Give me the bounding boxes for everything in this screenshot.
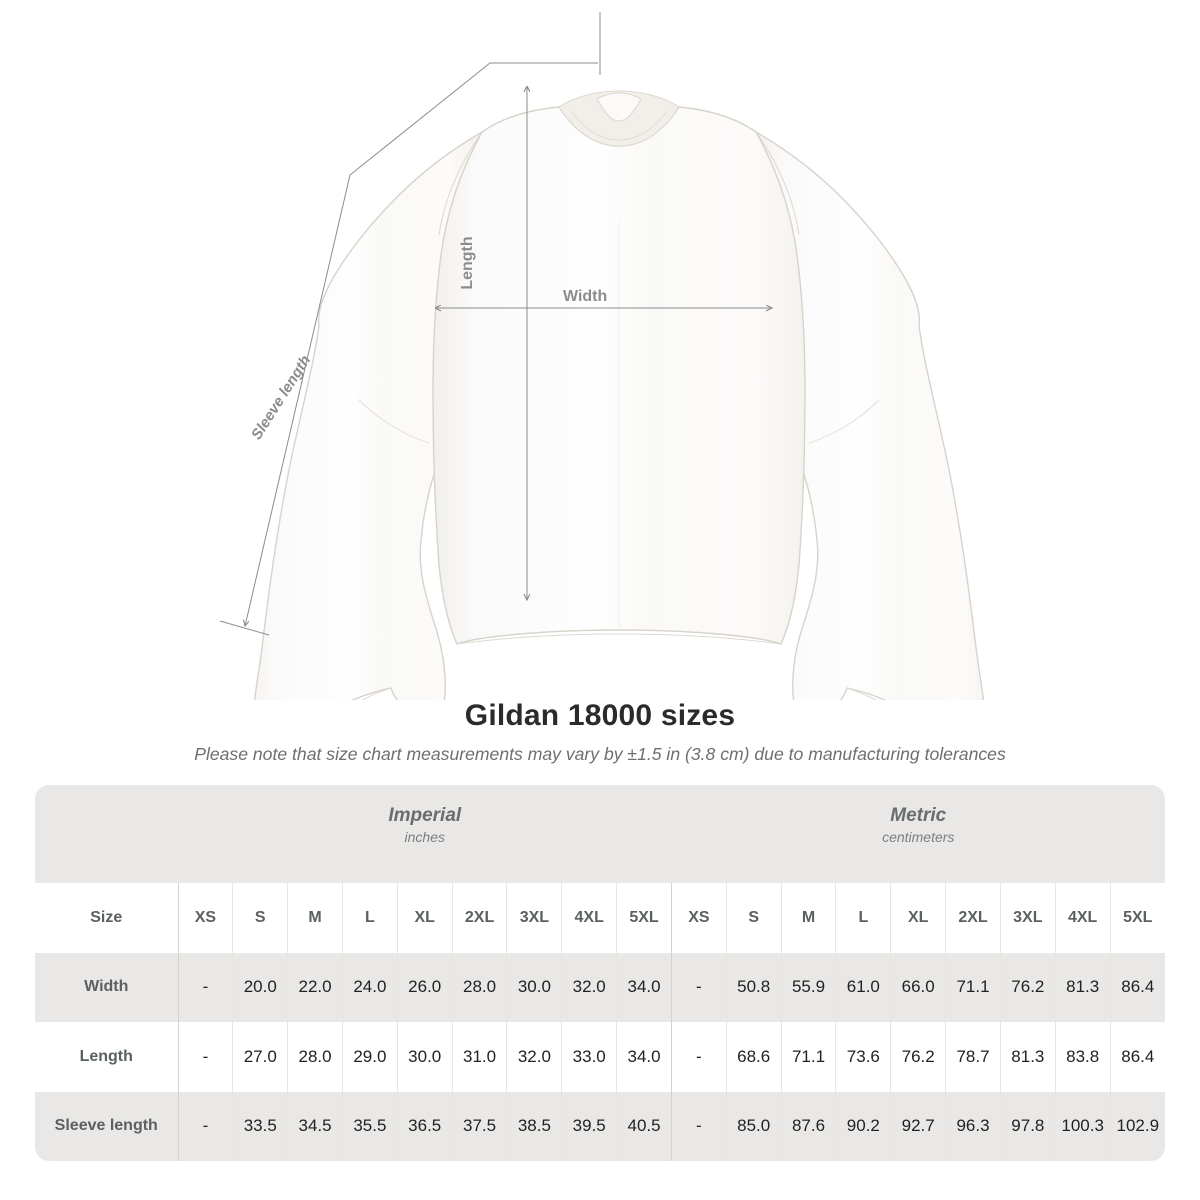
svg-text:Length: Length — [459, 236, 476, 289]
svg-text:Width: Width — [563, 288, 607, 305]
svg-text:Sleeve length: Sleeve length — [248, 352, 314, 443]
